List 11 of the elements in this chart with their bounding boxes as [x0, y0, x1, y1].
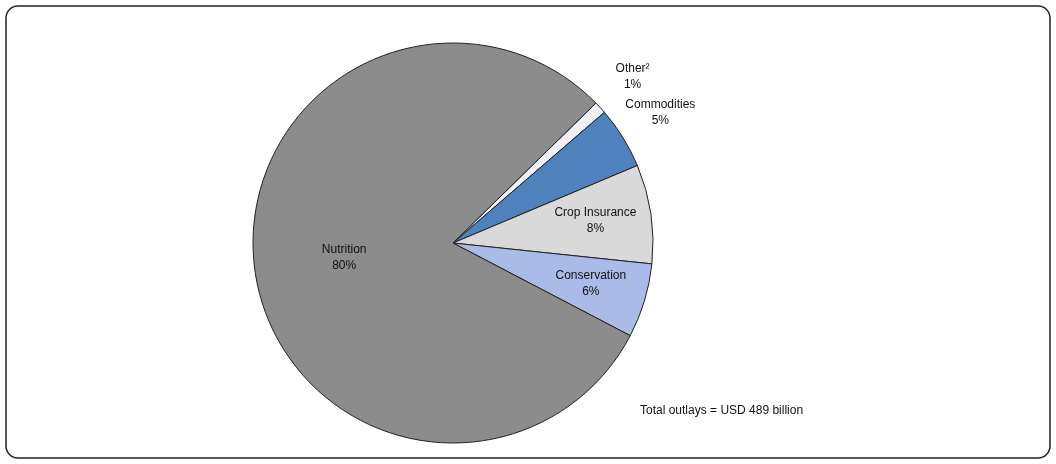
slice-label: Conservation — [555, 267, 627, 282]
data-label: 5% — [651, 113, 670, 128]
data-label: 1% — [623, 76, 642, 91]
data-label: 6% — [582, 283, 600, 298]
slice-label: Commodities — [625, 97, 696, 112]
slice-label: Crop Insurance — [554, 204, 637, 219]
data-label: 8% — [586, 220, 605, 235]
text: Total outlays = USD 489 billion — [640, 403, 804, 417]
slice-label: Nutrition — [321, 242, 367, 257]
slice-label: Other² — [615, 60, 650, 75]
data-label: 80% — [332, 258, 357, 273]
